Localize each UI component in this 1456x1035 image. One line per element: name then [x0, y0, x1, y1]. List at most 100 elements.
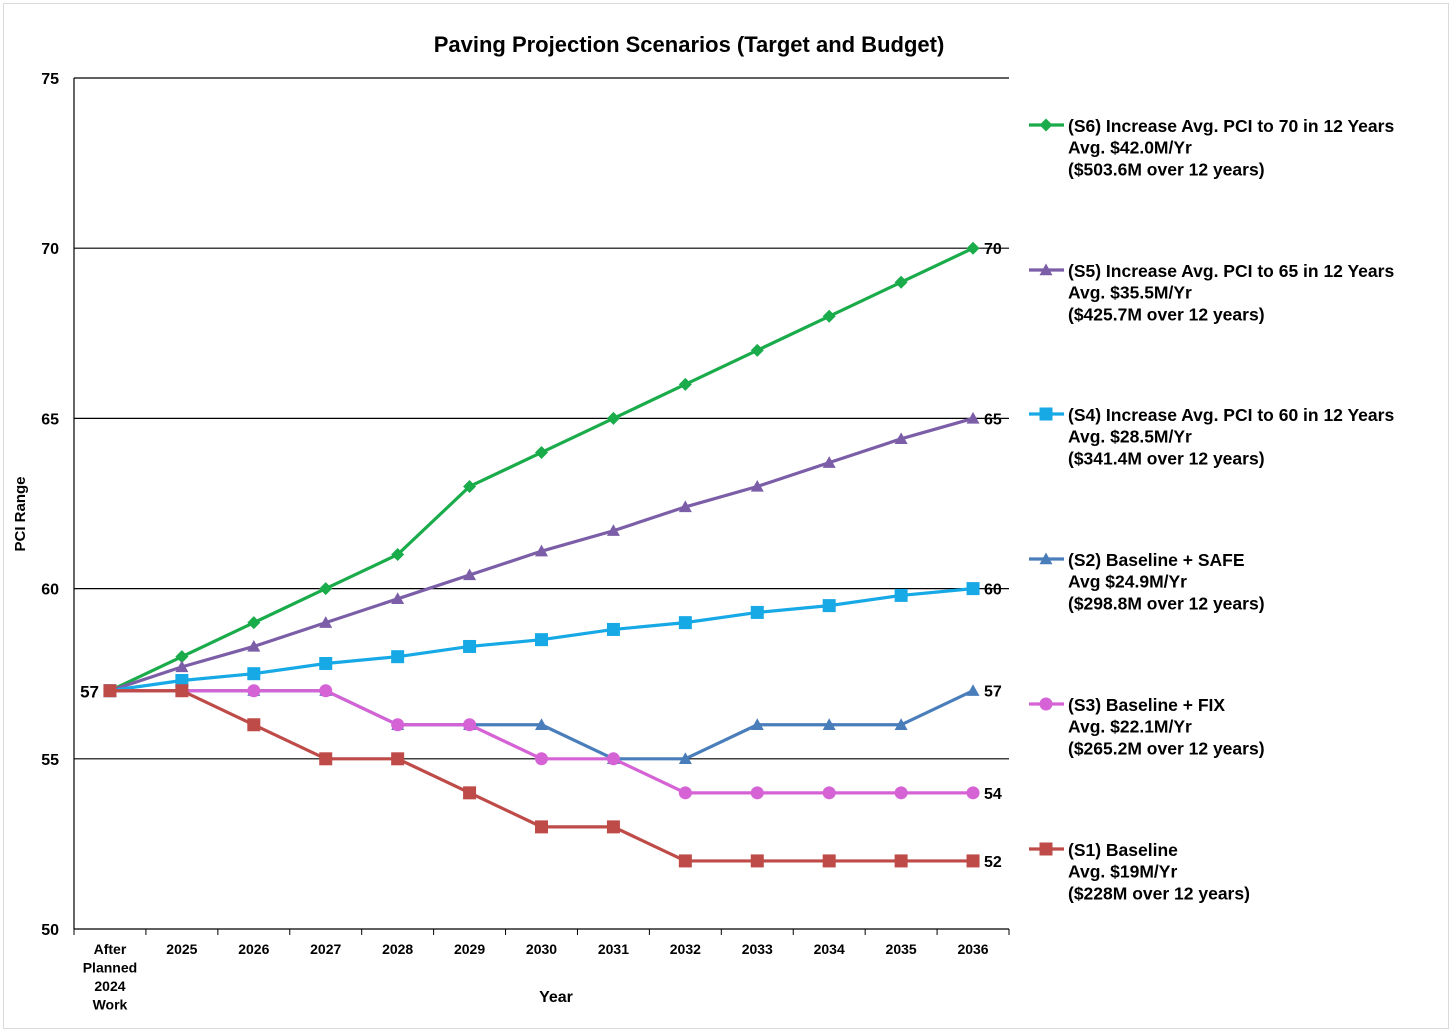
data-point	[822, 786, 836, 800]
legend-entry-S3: (S3) Baseline + FIX Avg. $22.1M/Yr ($265.2…	[1029, 695, 1265, 758]
legend-entry-S1: (S1) Baseline Avg. $19M/Yr ($228M over 12 …	[1029, 840, 1250, 903]
data-point	[966, 411, 980, 424]
series-S2	[103, 684, 980, 764]
legend-label-line: (S4) Increase Avg. PCI to 60 in 12 Years	[1068, 405, 1394, 425]
data-point	[750, 605, 764, 619]
x-tick-label: 2027	[310, 941, 341, 957]
x-tick-label-line: 2030	[526, 941, 557, 957]
data-point	[391, 650, 405, 664]
x-tick-label-line: 2036	[957, 941, 988, 957]
data-point	[391, 548, 405, 562]
legend-label-line: Avg. $22.1M/Yr	[1068, 717, 1192, 737]
legend-entry-S6: (S6) Increase Avg. PCI to 70 in 12 Years…	[1029, 116, 1394, 179]
data-point	[463, 786, 477, 800]
data-point	[678, 752, 692, 764]
x-tick-label: 2029	[454, 941, 485, 957]
x-tick-label: 2028	[382, 941, 413, 957]
legend-label-line: ($265.2M over 12 years)	[1068, 738, 1265, 758]
data-point	[750, 854, 764, 868]
x-tick-label-line: 2033	[742, 941, 773, 957]
x-axis-label: Year	[539, 989, 573, 1006]
y-tick-label: 55	[41, 752, 59, 769]
data-point	[894, 432, 908, 445]
legend-marker	[1039, 407, 1053, 421]
data-point	[894, 588, 908, 602]
data-point	[463, 479, 477, 493]
data-point	[535, 544, 548, 557]
data-point	[678, 377, 692, 391]
legend-label-line: (S1) Baseline	[1068, 840, 1178, 860]
y-tick-label: 65	[41, 411, 59, 428]
legend-label-line: Avg. $42.0M/Yr	[1068, 138, 1192, 158]
data-point	[535, 820, 548, 834]
data-point	[535, 633, 548, 647]
data-point	[750, 786, 764, 800]
series-line	[109, 246, 974, 693]
legend-label: (S5) Increase Avg. PCI to 65 in 12 Years…	[1068, 261, 1394, 324]
legend-label-line: (S2) Baseline + SAFE	[1068, 550, 1245, 570]
x-tick-label-line: 2029	[454, 941, 485, 957]
data-point	[678, 616, 692, 630]
x-tick-label-line: After	[94, 941, 127, 957]
chart-title: Paving Projection Scenarios (Target and …	[434, 32, 945, 57]
legend-label-line: Avg. $35.5M/Yr	[1068, 283, 1192, 303]
legend-label: (S1) Baseline Avg. $19M/Yr ($228M over 12 …	[1068, 840, 1250, 903]
data-point	[103, 684, 117, 698]
series-line	[109, 689, 974, 863]
data-point	[606, 524, 620, 536]
x-tick-label: After Planned 2024 Work	[83, 941, 137, 1013]
legend-marker	[1039, 118, 1053, 132]
data-point	[247, 616, 261, 630]
data-point	[678, 500, 692, 513]
data-point	[175, 674, 189, 688]
data-point	[391, 718, 405, 732]
data-point	[822, 718, 836, 730]
x-tick-label-line: 2031	[598, 941, 629, 957]
data-point	[822, 309, 836, 323]
data-point	[247, 684, 261, 698]
x-tick-label-line: Work	[93, 997, 128, 1013]
data-point	[175, 660, 189, 673]
data-point	[606, 411, 620, 425]
legend-label: (S2) Baseline + SAFE Avg $24.9M/Yr ($298.8…	[1068, 550, 1265, 613]
data-point	[391, 592, 405, 605]
data-point	[678, 786, 692, 800]
series-line	[109, 689, 974, 795]
data-point	[535, 718, 548, 730]
data-point	[319, 582, 333, 596]
x-tick-label-line: 2032	[670, 941, 701, 957]
series-S1	[103, 684, 980, 868]
x-tick-label-line: 2034	[814, 941, 845, 957]
data-point	[822, 854, 836, 868]
line-chart: Paving Projection Scenarios (Target and …	[12, 32, 1394, 1013]
data-point	[391, 752, 405, 766]
legend-label-line: ($298.8M over 12 years)	[1068, 593, 1265, 613]
legend-marker	[1039, 697, 1053, 711]
end-value-label: 60	[984, 582, 1002, 599]
x-tick-label-line: 2035	[886, 941, 917, 957]
x-tick-label: 2035	[886, 941, 917, 957]
legend-label-line: Avg. $28.5M/Yr	[1068, 427, 1192, 447]
data-point	[175, 650, 189, 664]
legend-label-line: ($228M over 12 years)	[1068, 883, 1250, 903]
legend-marker	[1039, 552, 1053, 565]
data-point	[606, 820, 620, 834]
data-point	[247, 667, 261, 681]
data-point	[175, 684, 189, 698]
end-value-label: 57	[984, 684, 1002, 701]
y-tick-label: 75	[41, 71, 59, 88]
legend-label: (S4) Increase Avg. PCI to 60 in 12 Years…	[1068, 405, 1394, 468]
x-tick-label-line: Planned	[83, 960, 137, 976]
data-point	[535, 752, 548, 766]
x-tick-label-line: 2027	[310, 941, 341, 957]
legend-entry-S4: (S4) Increase Avg. PCI to 60 in 12 Years…	[1029, 405, 1394, 468]
x-tick-label-line: 2028	[382, 941, 413, 957]
data-point	[750, 343, 764, 357]
legend-label-line: (S5) Increase Avg. PCI to 65 in 12 Years	[1068, 261, 1394, 281]
legend-label-line: (S6) Increase Avg. PCI to 70 in 12 Years	[1068, 116, 1394, 136]
legend-entry-S2: (S2) Baseline + SAFE Avg $24.9M/Yr ($298.8…	[1029, 550, 1265, 613]
end-value-label: 52	[984, 854, 1002, 871]
data-point	[319, 752, 333, 766]
legend-entry-S5: (S5) Increase Avg. PCI to 65 in 12 Years…	[1029, 261, 1394, 324]
end-value-label: 70	[984, 241, 1002, 258]
